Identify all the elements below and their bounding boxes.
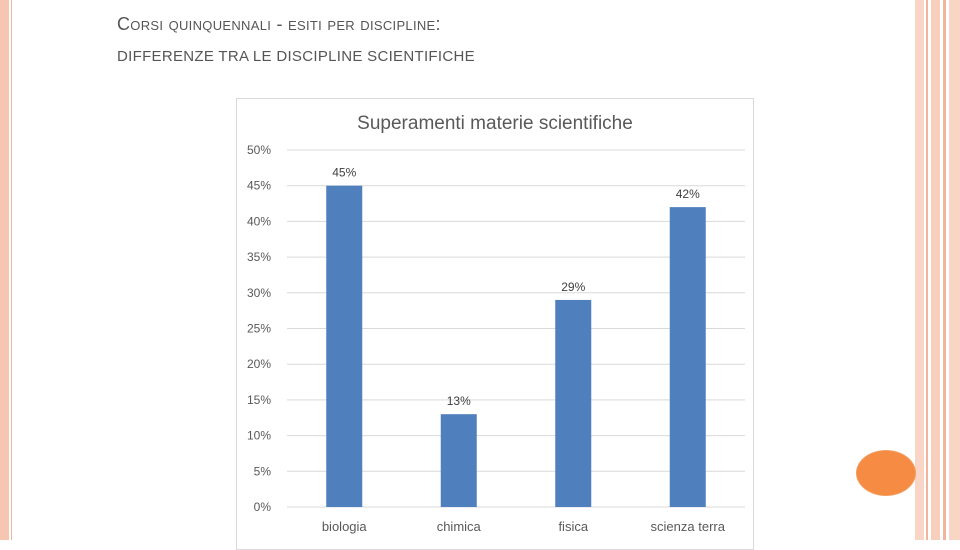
bars: [326, 185, 706, 507]
y-tick-label: 0%: [254, 500, 272, 514]
decorative-orange-circle: [856, 450, 916, 496]
data-label: 13%: [447, 394, 471, 408]
chart-title: Superamenti materie scientifiche: [357, 113, 633, 134]
y-tick-label: 5%: [254, 464, 272, 478]
slide-title: Corsi quinquennali - esiti per disciplin…: [117, 14, 441, 34]
data-label: 42%: [676, 187, 700, 201]
slide-left-border: [0, 0, 12, 540]
data-label: 45%: [332, 166, 356, 180]
bar-biologia: [326, 185, 363, 507]
data-labels: 45% 13% 29% 42%: [332, 166, 700, 408]
slide-right-stripes: [915, 0, 960, 540]
bar-fisica: [555, 299, 592, 507]
y-tick-label: 15%: [247, 393, 271, 407]
x-tick-label: scienza terra: [651, 519, 726, 534]
y-tick-label: 30%: [247, 286, 271, 300]
y-tick-label: 45%: [247, 179, 271, 193]
y-axis-ticks: 0% 5% 10% 15% 20% 25% 30% 35% 40% 45% 50%: [247, 143, 271, 514]
y-tick-label: 25%: [247, 322, 271, 336]
bar-chart: Superamenti materie scientifiche 0% 5% 10%…: [236, 98, 754, 550]
bar-scienza-terra: [669, 207, 706, 507]
gridlines: [287, 149, 745, 508]
bar-chimica: [440, 414, 477, 507]
x-tick-label: chimica: [437, 519, 482, 534]
x-axis-ticks: biologia chimica fisica scienza terra: [322, 519, 726, 534]
x-tick-label: fisica: [558, 519, 588, 534]
slide-subtitle: DIFFERENZE TRA LE DISCIPLINE SCIENTIFICH…: [117, 48, 475, 65]
slide-title-block: Corsi quinquennali - esiti per disciplin…: [117, 12, 475, 68]
y-tick-label: 20%: [247, 357, 271, 371]
x-tick-label: biologia: [322, 519, 368, 534]
data-label: 29%: [561, 280, 585, 294]
chart-canvas: Superamenti materie scientifiche 0% 5% 10%…: [247, 113, 745, 534]
y-tick-label: 50%: [247, 143, 271, 157]
y-tick-label: 40%: [247, 214, 271, 228]
y-tick-label: 10%: [247, 429, 271, 443]
y-tick-label: 35%: [247, 250, 271, 264]
